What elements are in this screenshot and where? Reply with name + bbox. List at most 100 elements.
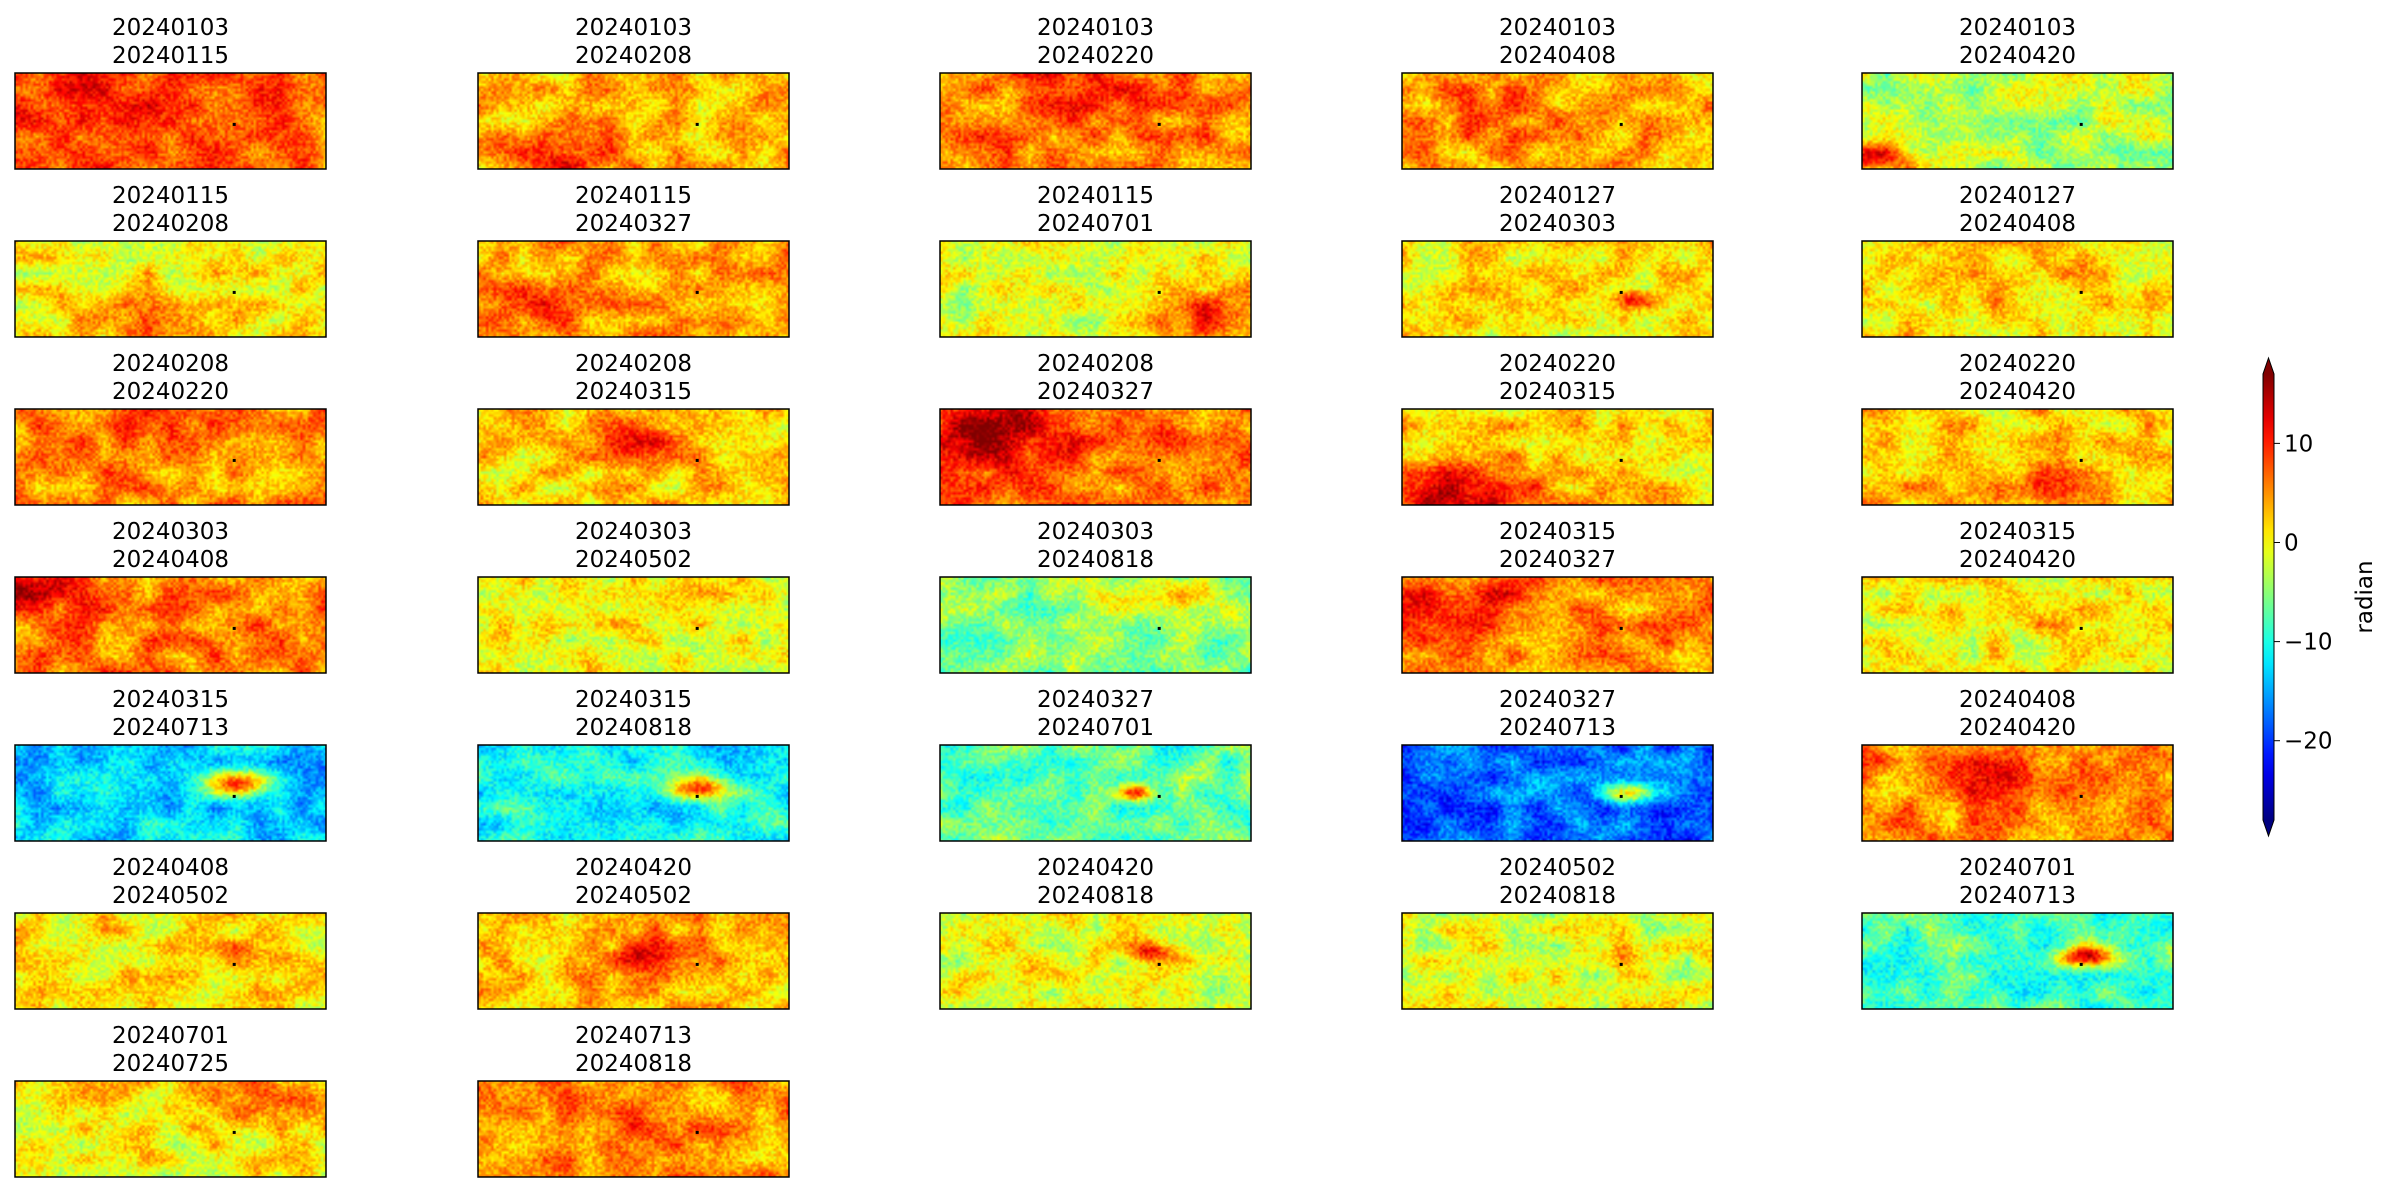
panel-date-secondary: 20240420 bbox=[1959, 715, 2076, 741]
reference-point-marker bbox=[1619, 290, 1623, 294]
panel-date-secondary: 20240208 bbox=[575, 43, 692, 69]
panel-frame bbox=[477, 912, 790, 1010]
colorbar-label: radian bbox=[2352, 560, 2378, 633]
panel-date-primary: 20240713 bbox=[575, 1023, 692, 1049]
panel-date-primary: 20240103 bbox=[575, 15, 692, 41]
panel-date-primary: 20240303 bbox=[112, 519, 229, 545]
reference-point-marker bbox=[2079, 122, 2083, 126]
reference-point-marker bbox=[2079, 290, 2083, 294]
panel-date-secondary: 20240408 bbox=[1959, 211, 2076, 237]
panel-date-primary: 20240103 bbox=[1499, 15, 1616, 41]
reference-point-marker bbox=[232, 122, 236, 126]
phase-raster bbox=[15, 409, 326, 505]
reference-point-marker bbox=[1619, 962, 1623, 966]
panel-frame bbox=[477, 744, 790, 842]
panel-date-primary: 20240115 bbox=[1037, 183, 1154, 209]
phase-raster bbox=[15, 913, 326, 1009]
colorbar: −20 −10 0 10 radian bbox=[2262, 356, 2378, 838]
phase-raster bbox=[1862, 745, 2173, 841]
reference-point-marker bbox=[2079, 626, 2083, 630]
panel-date-primary: 20240701 bbox=[1959, 855, 2076, 881]
panel-date-secondary: 20240327 bbox=[1499, 547, 1616, 573]
panel-date-primary: 20240327 bbox=[1499, 687, 1616, 713]
panel-date-secondary: 20240713 bbox=[112, 715, 229, 741]
phase-raster bbox=[15, 73, 326, 169]
phase-raster bbox=[1402, 73, 1713, 169]
phase-raster bbox=[1862, 913, 2173, 1009]
panel-date-primary: 20240208 bbox=[575, 351, 692, 377]
panel-date-secondary: 20240420 bbox=[1959, 547, 2076, 573]
panel-frame bbox=[14, 912, 327, 1010]
phase-raster bbox=[1402, 577, 1713, 673]
panel-frame bbox=[1401, 240, 1714, 338]
reference-point-marker bbox=[2079, 794, 2083, 798]
panel-date-primary: 20240103 bbox=[1959, 15, 2076, 41]
panel-date-secondary: 20240818 bbox=[575, 715, 692, 741]
reference-point-marker bbox=[232, 290, 236, 294]
phase-raster bbox=[478, 73, 789, 169]
reference-point-marker bbox=[232, 962, 236, 966]
phase-raster bbox=[1402, 745, 1713, 841]
reference-point-marker bbox=[1619, 794, 1623, 798]
panel-frame bbox=[14, 72, 327, 170]
panel-date-secondary: 20240408 bbox=[1499, 43, 1616, 69]
panel-grid: 2024010320240115202401032024020820240103… bbox=[14, 15, 2174, 1178]
panel-date-primary: 20240420 bbox=[575, 855, 692, 881]
reference-point-marker bbox=[1619, 626, 1623, 630]
panel-date-secondary: 20240725 bbox=[112, 1051, 229, 1077]
panel-frame bbox=[14, 240, 327, 338]
panel-date-primary: 20240115 bbox=[575, 183, 692, 209]
panel-date-primary: 20240408 bbox=[112, 855, 229, 881]
panel-date-primary: 20240303 bbox=[1037, 519, 1154, 545]
panel-date-secondary: 20240303 bbox=[1499, 211, 1616, 237]
panel-date-secondary: 20240502 bbox=[575, 547, 692, 573]
panel-frame bbox=[939, 72, 1252, 170]
panel-date-secondary: 20240502 bbox=[575, 883, 692, 909]
panel-date-primary: 20240208 bbox=[112, 351, 229, 377]
panel-date-secondary: 20240818 bbox=[1037, 547, 1154, 573]
reference-point-marker bbox=[695, 122, 699, 126]
panel-date-primary: 20240315 bbox=[575, 687, 692, 713]
reference-point-marker bbox=[232, 626, 236, 630]
panel-date-primary: 20240502 bbox=[1499, 855, 1616, 881]
colorbar-outline bbox=[2262, 356, 2275, 838]
phase-raster bbox=[940, 577, 1251, 673]
reference-point-marker bbox=[1619, 458, 1623, 462]
panel-frame bbox=[1861, 744, 2174, 842]
panel-frame bbox=[939, 408, 1252, 506]
panel-date-primary: 20240315 bbox=[1959, 519, 2076, 545]
panel-frame bbox=[1401, 744, 1714, 842]
colorbar-extend-max bbox=[2263, 358, 2274, 374]
reference-point-marker bbox=[1157, 122, 1161, 126]
phase-raster bbox=[478, 577, 789, 673]
phase-raster bbox=[15, 1081, 326, 1177]
panel-frame bbox=[477, 72, 790, 170]
panel-date-secondary: 20240315 bbox=[575, 379, 692, 405]
panel-date-primary: 20240220 bbox=[1499, 351, 1616, 377]
reference-point-marker bbox=[1157, 794, 1161, 798]
panel-date-secondary: 20240408 bbox=[112, 547, 229, 573]
reference-point-marker bbox=[232, 458, 236, 462]
panel-date-primary: 20240127 bbox=[1959, 183, 2076, 209]
panel-frame bbox=[14, 744, 327, 842]
panel-frame bbox=[1401, 576, 1714, 674]
panel-frame bbox=[14, 576, 327, 674]
reference-point-marker bbox=[232, 1130, 236, 1134]
panel-date-secondary: 20240220 bbox=[112, 379, 229, 405]
panel-date-primary: 20240103 bbox=[112, 15, 229, 41]
